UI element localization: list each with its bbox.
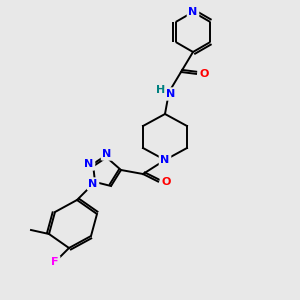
Text: N: N [84,159,94,169]
Text: N: N [88,179,98,189]
Text: N: N [160,155,169,165]
Text: N: N [102,149,112,159]
Text: N: N [188,7,198,17]
Text: O: O [161,177,171,187]
Text: F: F [51,257,59,267]
Text: N: N [167,89,176,99]
Text: H: H [156,85,166,95]
Text: O: O [199,69,209,79]
